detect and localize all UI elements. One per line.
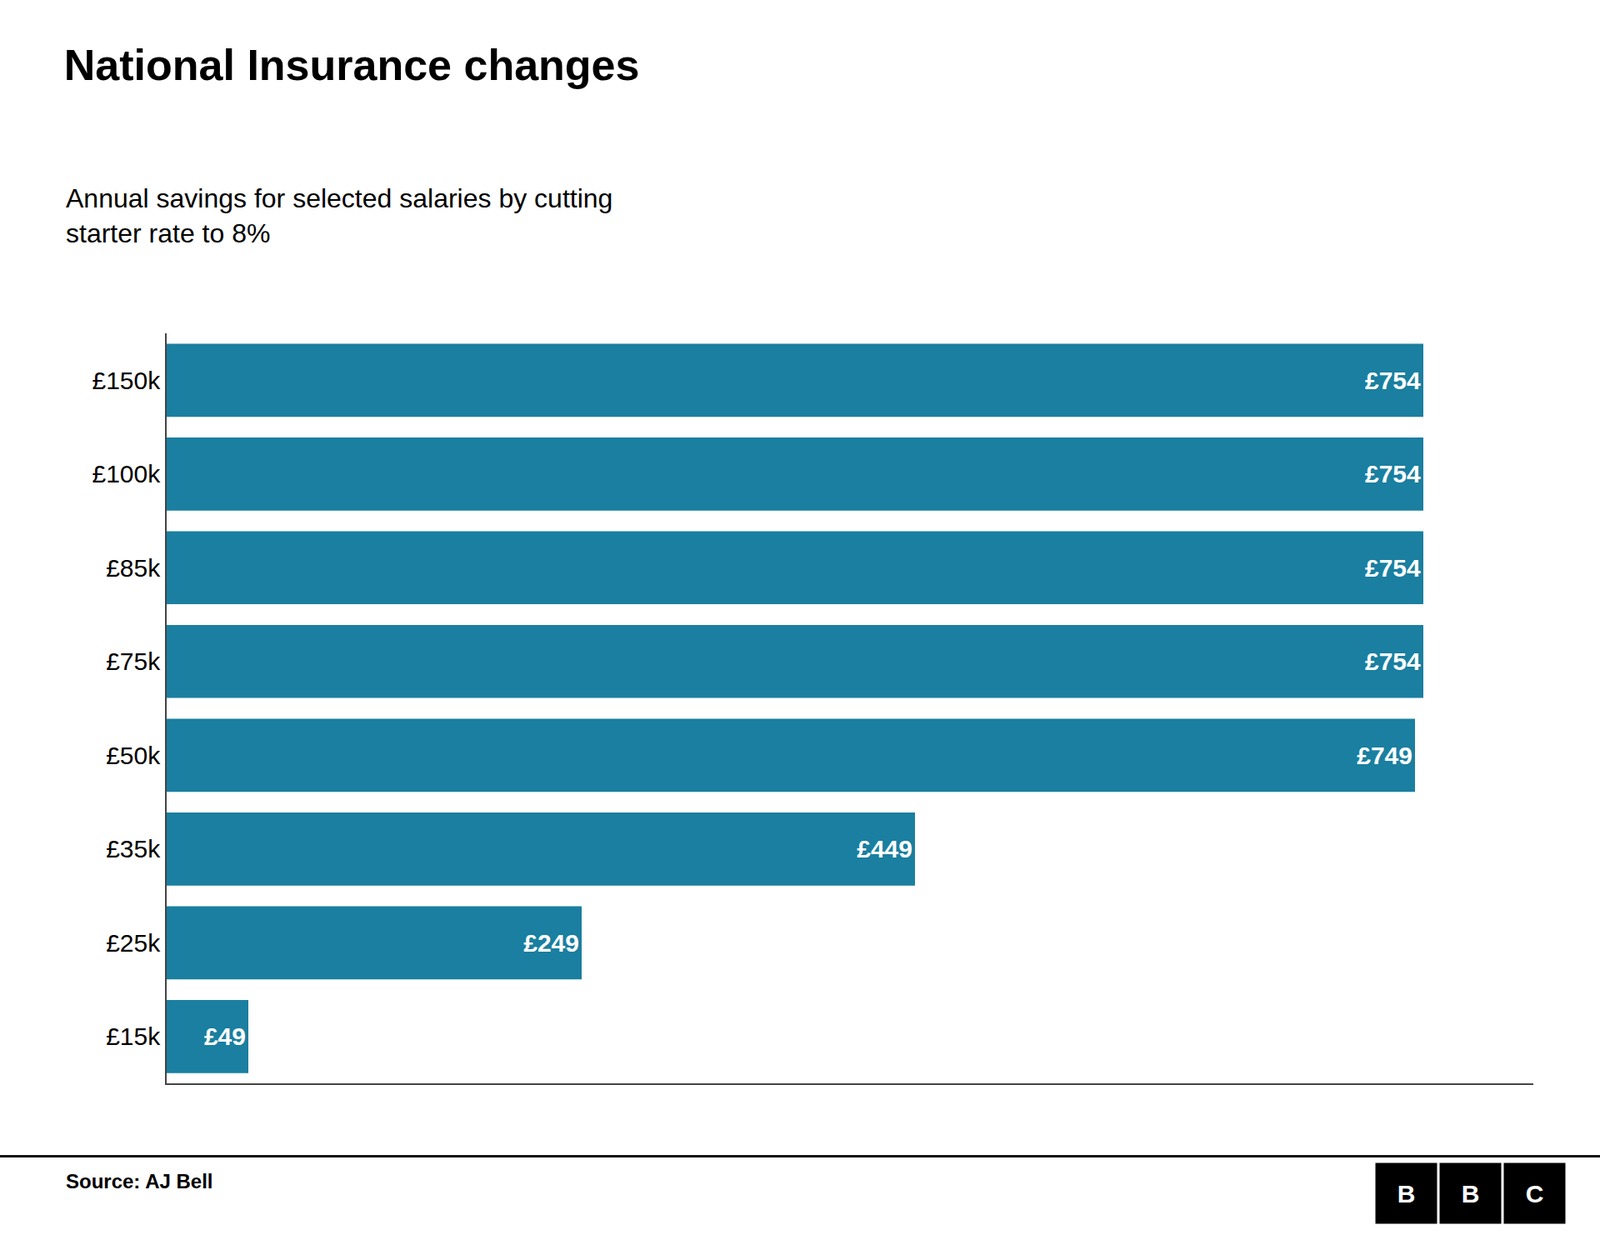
svg-text:£754: £754 <box>1365 460 1421 488</box>
svg-text:£449: £449 <box>856 835 913 863</box>
svg-text:C: C <box>1525 1180 1545 1208</box>
svg-text:£150k: £150k <box>92 366 162 395</box>
svg-text:£75k: £75k <box>105 647 161 675</box>
svg-text:National Insurance changes: National Insurance changes <box>64 40 640 90</box>
svg-text:£100k: £100k <box>92 460 162 488</box>
svg-text:£50k: £50k <box>105 741 161 770</box>
svg-text:£15k: £15k <box>105 1022 161 1050</box>
svg-text:£249: £249 <box>523 929 580 957</box>
svg-text:Annual savings for selected sa: Annual savings for selected salaries by … <box>65 183 613 249</box>
svg-text:£25k: £25k <box>105 929 161 957</box>
svg-text:£754: £754 <box>1365 366 1421 395</box>
svg-text:£49: £49 <box>204 1022 246 1050</box>
svg-text:Source: AJ Bell: Source: AJ Bell <box>65 1170 214 1193</box>
svg-text:B: B <box>1461 1180 1480 1208</box>
svg-text:£749: £749 <box>1356 741 1413 770</box>
svg-text:£754: £754 <box>1365 554 1421 582</box>
svg-text:£35k: £35k <box>105 835 161 863</box>
svg-text:£754: £754 <box>1365 647 1421 675</box>
svg-text:B: B <box>1397 1180 1416 1208</box>
svg-text:£85k: £85k <box>105 554 161 582</box>
